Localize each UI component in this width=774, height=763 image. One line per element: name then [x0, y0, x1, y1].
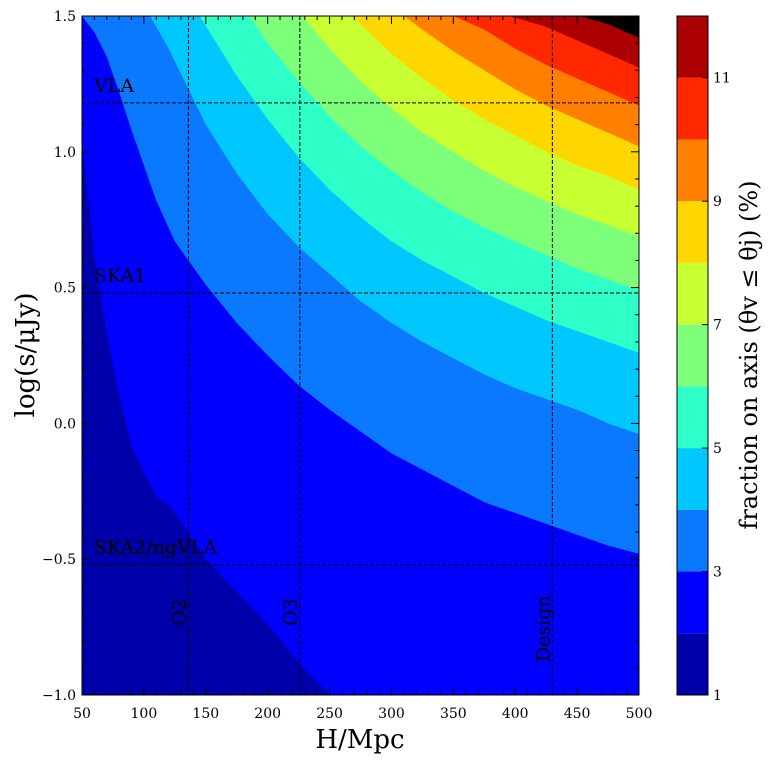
y-tick-label-5: 1.5	[54, 9, 76, 25]
x-tick-label-6: 350	[440, 706, 467, 722]
contour-band-12	[579, 16, 639, 38]
hline-label-0: VLA	[93, 75, 134, 97]
colorbar-tick-label-5: 11	[713, 71, 731, 87]
hline-label-2: SKA2/ngVLA	[94, 537, 217, 559]
colorbar-frame	[676, 15, 709, 696]
plot-frame	[81, 15, 640, 696]
colorbar-swatch-9	[677, 77, 708, 140]
reference-lines	[82, 16, 639, 695]
y-tick-label-1: −0.5	[42, 552, 76, 568]
colorbar-tick-label-3: 7	[713, 318, 722, 334]
colorbar-swatch-0	[677, 633, 708, 695]
x-tick-label-9: 500	[626, 706, 653, 722]
hline-label-1: SKA1	[94, 265, 146, 287]
y-axis: −1.0 −0.5 0.0 0.5 1.0 1.5	[42, 9, 639, 704]
x-axis-title: H/Mpc	[315, 725, 404, 755]
vline-label-2: Design	[532, 595, 554, 662]
colorbar-title: fraction on axis (θv ≤ θj) (%)	[735, 180, 763, 529]
colorbar-tick-label-1: 3	[713, 565, 722, 581]
colorbar-swatch-6	[677, 262, 708, 325]
colorbar-swatch-7	[677, 201, 708, 263]
y-tick-label-2: 0.0	[54, 416, 76, 432]
colorbar: 1 3 5 7 9 11	[676, 15, 731, 704]
contour-band-11	[509, 16, 639, 68]
y-tick-label-4: 1.0	[54, 145, 76, 161]
x-tick-label-1: 100	[131, 706, 158, 722]
x-tick-label-5: 300	[378, 706, 405, 722]
x-tick-label-3: 200	[254, 706, 281, 722]
y-axis-title: log(s/μJy)	[11, 292, 41, 417]
x-tick-label-2: 150	[192, 706, 219, 722]
x-tick-label-0: 50	[73, 706, 91, 722]
colorbar-swatch-3	[677, 448, 708, 510]
colorbar-swatch-8	[677, 139, 708, 202]
colorbar-swatch-5	[677, 324, 708, 387]
reference-labels: VLA SKA1 SKA2/ngVLA O2 O3 Design	[93, 75, 554, 662]
x-tick-label-7: 400	[502, 706, 529, 722]
y-tick-label-0: −1.0	[42, 688, 76, 704]
colorbar-tick-label-4: 9	[713, 194, 722, 210]
x-tick-label-4: 250	[316, 706, 343, 722]
colorbar-tick-label-2: 5	[713, 441, 722, 457]
colorbar-swatch-1	[677, 571, 708, 634]
vline-label-0: O2	[168, 598, 190, 626]
colorbar-swatch-2	[677, 509, 708, 572]
colorbar-tick-label-0: 1	[713, 688, 722, 704]
x-axis: 50 100 150 200 250 300 350 400 450 500	[73, 16, 652, 722]
x-tick-label-8: 450	[564, 706, 591, 722]
colorbar-swatch-4	[677, 386, 708, 449]
contour-fills	[82, 16, 639, 695]
y-tick-label-3: 0.5	[54, 281, 76, 297]
vline-label-1: O3	[280, 598, 302, 626]
colorbar-swatch-10	[677, 16, 708, 78]
